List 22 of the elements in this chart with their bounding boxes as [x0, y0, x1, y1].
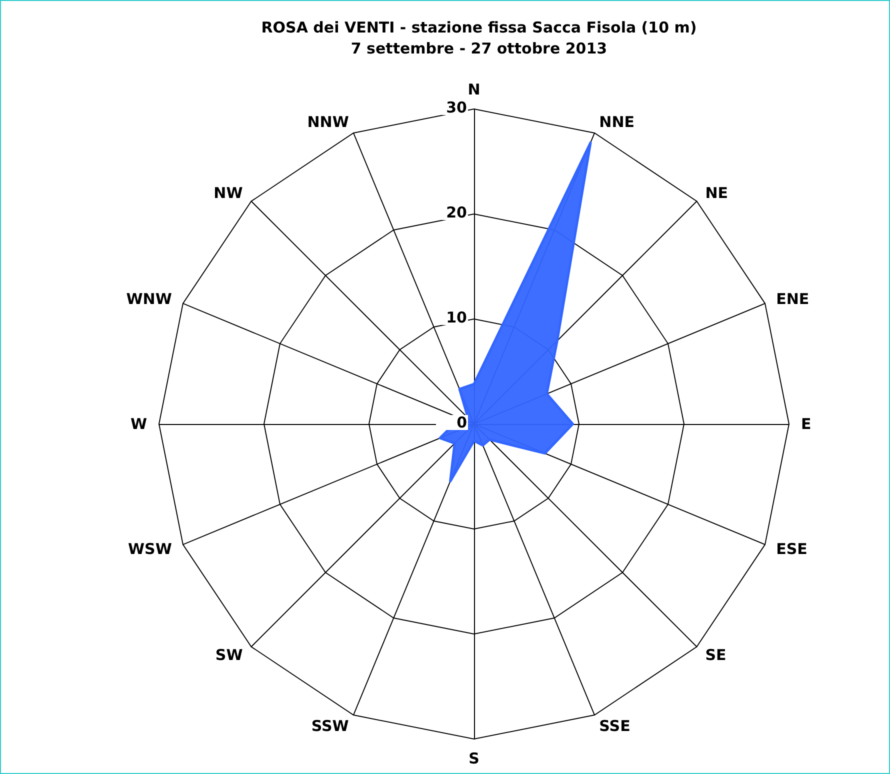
chart-title: ROSA dei VENTI - stazione fissa Sacca Fisola (10 m) — [261, 18, 697, 36]
spoke-label: WNW — [126, 290, 172, 308]
y-tick-label: 0 — [456, 414, 467, 432]
spoke-label: ENE — [776, 290, 810, 308]
spoke-label: N — [468, 80, 480, 98]
y-tick-label: 10 — [446, 308, 467, 326]
spoke-label: NNE — [599, 112, 634, 131]
spoke-label: ESE — [776, 540, 808, 558]
spoke-label: NE — [705, 184, 728, 202]
chart-subtitle: 7 settembre - 27 ottobre 2013 — [350, 40, 608, 58]
spoke-label: SW — [215, 646, 244, 664]
spoke-label: WSW — [128, 540, 172, 558]
spoke-label: NNW — [307, 112, 350, 131]
spoke-label: SSE — [599, 717, 630, 736]
spoke-label: SSW — [311, 717, 350, 736]
y-tick-label: 20 — [446, 204, 467, 222]
spoke-label: NW — [214, 184, 244, 202]
spoke-label: W — [130, 415, 148, 433]
spoke-label: SE — [705, 646, 726, 664]
y-tick-label: 30 — [446, 98, 467, 116]
spoke-label: E — [801, 415, 812, 433]
spoke-label: S — [468, 750, 480, 768]
